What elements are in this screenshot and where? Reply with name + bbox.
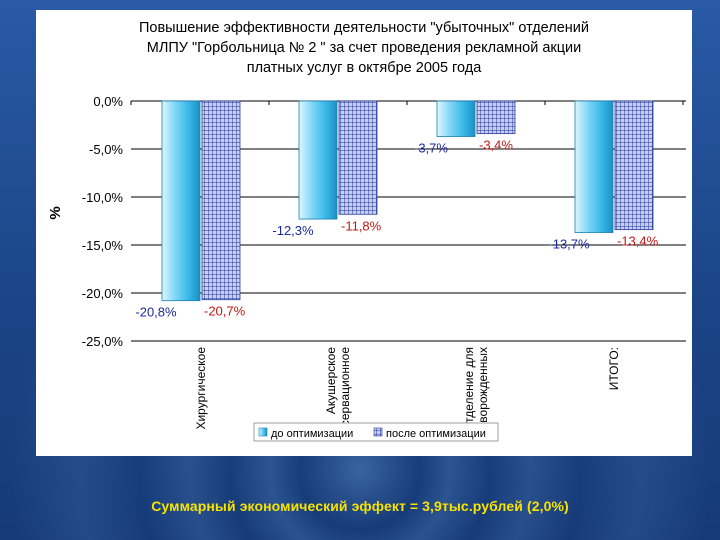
bar-after [476,100,516,135]
category-label: ИТОГО: [607,347,621,390]
y-tick-label: 0,0% [93,94,123,109]
data-label-before: -3,7% [414,141,448,156]
bar-after [614,100,654,231]
chart-panel: Повышение эффективности деятельности "уб… [36,10,692,456]
category-label: обсервационное [338,347,352,440]
bar-before [574,100,614,233]
data-label-after: -3,4% [479,138,513,153]
y-tick-label: -5,0% [89,142,123,157]
data-label-after: -13,4% [617,234,659,249]
chart-title-line-3: платных услуг в октябре 2005 года [247,60,482,76]
chart-legend: до оптимизации после оптимизации [253,422,499,442]
bar-after [201,100,241,301]
category-label: Хирургическое [194,347,208,430]
data-label-before: -12,3% [272,223,314,238]
bar-before [161,100,201,302]
chart-title-line-1: Повышение эффективности деятельности "уб… [139,20,589,36]
legend-swatch-before [258,427,268,437]
chart-title-line-2: МЛПУ "Горбольница № 2 " за счет проведен… [147,40,582,56]
y-tick-label: -15,0% [82,238,124,253]
plot-area: 0,0% -5,0% -10,0% -15,0% -20,0% -25,0%% -20,8%… [47,94,686,440]
y-axis-label: % [47,206,64,219]
data-label-before: -13,7% [548,237,590,252]
bar-before [298,100,338,220]
y-tick-label: -20,0% [82,286,124,301]
legend-label-after: после оптимизации [386,428,486,440]
bar-chart: Повышение эффективности деятельности "уб… [47,20,686,442]
category-label: Акушерское [324,347,338,414]
category-label: Отделение для [462,347,476,432]
data-label-before: -20,8% [135,305,177,320]
legend-swatch-after [373,427,383,437]
bar-before [436,100,476,137]
category-label: новорожденных [476,347,490,436]
chart-title: Повышение эффективности деятельности "уб… [139,20,589,76]
data-label-after: -20,7% [204,304,246,319]
legend-label-before: до оптимизации [271,428,353,440]
y-tick-label: -25,0% [82,334,124,349]
bar-after [338,100,378,215]
summary-caption: Суммарный экономический эффект = 3,9тыс.… [151,498,569,514]
data-label-after: -11,8% [341,218,382,233]
y-tick-label: -10,0% [82,190,124,205]
